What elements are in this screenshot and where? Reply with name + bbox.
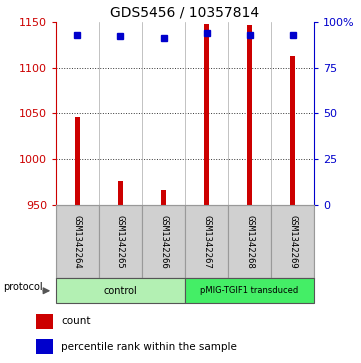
Bar — [142, 205, 185, 278]
Text: GSM1342267: GSM1342267 — [202, 215, 211, 268]
Text: protocol: protocol — [3, 282, 43, 292]
Text: GSM1342265: GSM1342265 — [116, 215, 125, 268]
Bar — [290, 56, 295, 205]
Text: GSM1342266: GSM1342266 — [159, 215, 168, 268]
Bar — [118, 181, 123, 205]
Bar — [36, 314, 53, 329]
Text: percentile rank within the sample: percentile rank within the sample — [61, 342, 237, 352]
Text: GSM1342268: GSM1342268 — [245, 215, 254, 268]
Text: count: count — [61, 316, 91, 326]
Bar — [36, 339, 53, 354]
Text: GSM1342264: GSM1342264 — [73, 215, 82, 268]
Text: pMIG-TGIF1 transduced: pMIG-TGIF1 transduced — [200, 286, 299, 295]
Bar — [56, 278, 185, 303]
Bar — [247, 25, 252, 205]
Bar — [185, 205, 228, 278]
Bar — [204, 24, 209, 205]
Title: GDS5456 / 10357814: GDS5456 / 10357814 — [110, 5, 260, 19]
Text: control: control — [104, 286, 137, 296]
Bar — [228, 205, 271, 278]
Bar — [75, 117, 80, 205]
Text: GSM1342269: GSM1342269 — [288, 215, 297, 268]
Bar — [161, 189, 166, 205]
Bar — [99, 205, 142, 278]
Bar — [56, 205, 99, 278]
Bar — [271, 205, 314, 278]
Bar — [185, 278, 314, 303]
